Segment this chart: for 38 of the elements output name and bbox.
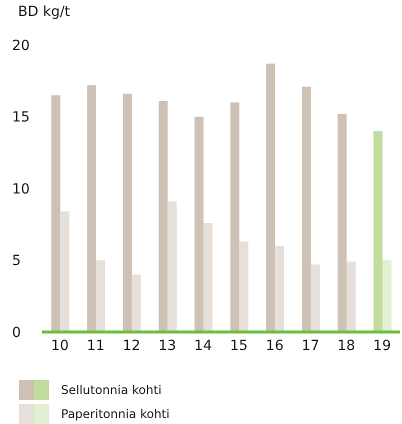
x-tick-label: 13 xyxy=(158,338,176,354)
y-tick-label: 20 xyxy=(12,38,30,54)
y-axis-title: BD kg/t xyxy=(18,4,70,20)
bar xyxy=(194,116,204,332)
x-tick-label: 12 xyxy=(122,338,140,354)
bar xyxy=(132,274,141,332)
bar xyxy=(51,95,60,332)
x-tick-label: 18 xyxy=(337,338,356,354)
bar xyxy=(374,131,383,332)
bar xyxy=(122,94,132,332)
x-tick-label: 10 xyxy=(50,338,69,354)
bar xyxy=(302,86,311,332)
bar xyxy=(230,102,240,332)
bar xyxy=(338,114,347,332)
y-tick-label: 15 xyxy=(12,110,30,126)
bar xyxy=(60,211,70,332)
legend-label: Paperitonnia kohti xyxy=(61,407,170,421)
x-tick-label: 11 xyxy=(86,338,105,354)
bar xyxy=(346,262,356,332)
bar xyxy=(204,222,213,332)
bar xyxy=(158,100,168,332)
bar xyxy=(382,260,392,332)
x-tick-label: 16 xyxy=(266,338,284,354)
bar xyxy=(168,201,177,332)
bar xyxy=(96,260,106,332)
bar xyxy=(239,242,248,332)
bar xyxy=(275,246,284,332)
bar xyxy=(87,85,96,332)
x-tick-label: 17 xyxy=(302,338,320,354)
bar xyxy=(266,64,276,332)
x-tick-label: 14 xyxy=(194,338,212,354)
y-tick-label: 5 xyxy=(12,253,21,270)
legend-label: Sellutonnia kohti xyxy=(61,383,162,397)
bar xyxy=(310,264,320,332)
y-tick-label: 10 xyxy=(12,181,30,198)
y-tick-label: 0 xyxy=(12,324,21,341)
x-tick-label: 15 xyxy=(230,338,248,354)
x-tick-label: 19 xyxy=(373,338,392,354)
